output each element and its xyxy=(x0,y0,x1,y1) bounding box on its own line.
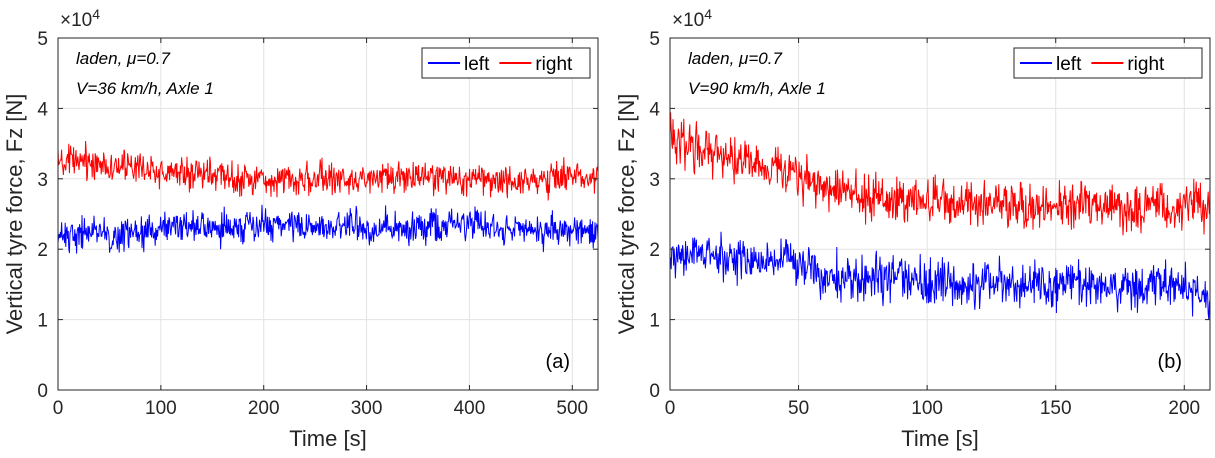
panel-label: (b) xyxy=(1158,351,1182,373)
x-tick-label: 500 xyxy=(556,398,588,419)
series-line-left xyxy=(58,204,598,254)
x-tick-label: 50 xyxy=(788,398,809,419)
y-axis-label: Vertical tyre force, Fz [N] xyxy=(2,94,27,335)
legend-label-left: left xyxy=(1056,54,1082,75)
y-axis-label: Vertical tyre force, Fz [N] xyxy=(614,94,639,335)
y-tick-label: 1 xyxy=(649,311,660,332)
series-line-right xyxy=(58,140,598,201)
y-multiplier: ×104 xyxy=(672,6,712,31)
plot-frame xyxy=(669,37,1211,391)
series-line-left xyxy=(670,231,1210,320)
x-axis-label: Time [s] xyxy=(901,426,978,451)
y-tick-label: 2 xyxy=(37,240,48,261)
x-tick-label: 400 xyxy=(454,398,486,419)
x-tick-label: 0 xyxy=(53,398,64,419)
plot-frame xyxy=(57,37,599,391)
y-tick-label: 1 xyxy=(37,311,48,332)
x-tick-label: 200 xyxy=(248,398,280,419)
annotation-line: V=90 km/h, Axle 1 xyxy=(688,79,826,98)
panel-label: (a) xyxy=(546,351,570,373)
y-tick-label: 5 xyxy=(37,29,48,50)
legend-label-right: right xyxy=(1127,54,1165,75)
y-tick-label: 4 xyxy=(649,99,660,120)
y-multiplier: ×104 xyxy=(60,6,100,31)
annotation-line: laden, μ=0.7 xyxy=(76,49,170,68)
legend-label-left: left xyxy=(464,54,490,75)
x-axis-label: Time [s] xyxy=(289,426,366,451)
annotation-line: laden, μ=0.7 xyxy=(688,49,782,68)
y-tick-label: 2 xyxy=(649,240,660,261)
y-tick-label: 3 xyxy=(37,170,48,191)
annotation-line: V=36 km/h, Axle 1 xyxy=(76,79,214,98)
x-tick-label: 100 xyxy=(145,398,177,419)
plot-area xyxy=(58,38,598,390)
y-tick-label: 4 xyxy=(37,99,48,120)
x-tick-label: 300 xyxy=(351,398,383,419)
chart-panel-1: 0 100 200 300 400 500 0 1 2 3 4 5 ×104 Time [s] Vertic… xyxy=(2,6,599,451)
x-tick-label: 150 xyxy=(1040,398,1072,419)
chart-panel-2: 0 50 100 150 200 0 1 2 3 4 5 ×104 Time [s] Vertical t… xyxy=(614,6,1211,451)
x-tick-label: 100 xyxy=(911,398,943,419)
y-tick-label: 3 xyxy=(649,170,660,191)
legend-label-right: right xyxy=(535,54,573,75)
y-tick-label: 5 xyxy=(649,29,660,50)
x-tick-label: 0 xyxy=(665,398,676,419)
y-tick-label: 0 xyxy=(37,381,48,402)
series-line-right xyxy=(670,112,1210,236)
x-tick-label: 200 xyxy=(1168,398,1200,419)
y-tick-label: 0 xyxy=(649,381,660,402)
